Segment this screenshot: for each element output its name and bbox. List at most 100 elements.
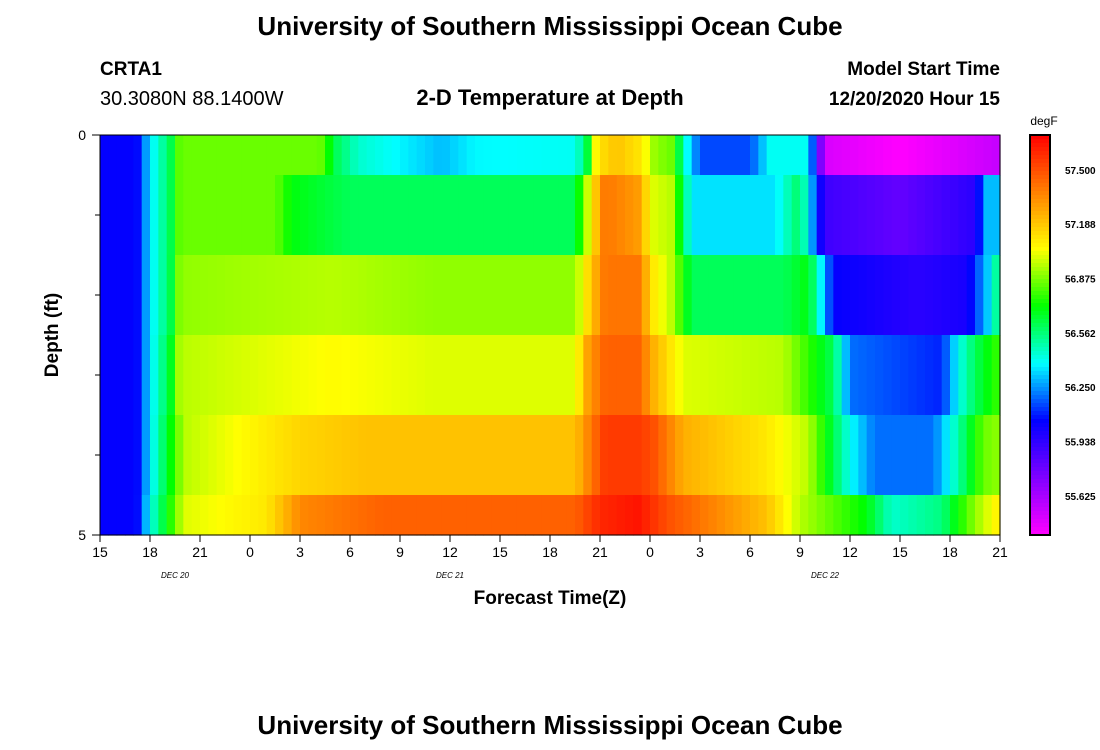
colorbar-swatch: [1030, 487, 1050, 492]
heatmap-cell: [975, 255, 984, 336]
heatmap-cell: [950, 255, 959, 336]
heatmap-cell: [691, 415, 701, 496]
heatmap-cell: [541, 175, 551, 256]
heatmap-cell: [158, 175, 168, 256]
heatmap-cell: [650, 175, 659, 256]
colorbar-swatch: [1030, 531, 1050, 536]
heatmap-cell: [225, 135, 234, 176]
colorbar-unit: degF: [1030, 114, 1057, 128]
heatmap-cell: [300, 415, 309, 496]
heatmap-cell: [658, 335, 668, 416]
heatmap-cell: [891, 335, 901, 416]
heatmap-cell: [958, 495, 968, 536]
heatmap-cell: [983, 335, 993, 416]
heatmap-cell: [150, 415, 159, 496]
heatmap-cell: [600, 335, 609, 416]
heatmap-cell: [716, 495, 726, 536]
heatmap-cell: [308, 255, 318, 336]
heatmap-cell: [441, 255, 451, 336]
heatmap-cell: [308, 335, 318, 416]
colorbar-tick-label: 57.500: [1065, 166, 1096, 177]
heatmap-cell: [566, 495, 576, 536]
heatmap-cell: [783, 255, 793, 336]
heatmap-cell: [675, 135, 684, 176]
heatmap-cell: [700, 135, 709, 176]
heatmap-cell: [891, 415, 901, 496]
heatmap-cell: [733, 495, 743, 536]
colorbar-swatch: [1030, 391, 1050, 396]
colorbar-swatch: [1030, 247, 1050, 252]
heatmap-cell: [575, 175, 584, 256]
heatmap-cell: [608, 255, 618, 336]
heatmap-cell: [900, 415, 909, 496]
heatmap-cell: [241, 175, 251, 256]
heatmap-cell: [491, 415, 501, 496]
heatmap-cell: [458, 135, 468, 176]
colorbar-swatch: [1030, 323, 1050, 328]
heatmap-cell: [641, 135, 651, 176]
heatmap-cell: [591, 175, 601, 256]
x-tick-label: 12: [842, 544, 858, 560]
heatmap-cell: [475, 415, 484, 496]
heatmap-cell: [933, 175, 943, 256]
colorbar-swatch: [1030, 151, 1050, 156]
heatmap-cell: [516, 175, 526, 256]
heatmap-cell: [850, 135, 859, 176]
heatmap-cell: [975, 135, 984, 176]
heatmap-cell: [466, 135, 476, 176]
colorbar-swatch: [1030, 315, 1050, 320]
heatmap-cell: [133, 255, 143, 336]
heatmap-cell: [475, 255, 484, 336]
heatmap-cell: [266, 175, 276, 256]
heatmap-cell: [558, 335, 568, 416]
heatmap-cell: [208, 415, 218, 496]
heatmap-cell: [625, 255, 634, 336]
heatmap-cell: [775, 415, 784, 496]
heatmap-cell: [616, 415, 626, 496]
heatmap-cell: [116, 255, 126, 336]
heatmap-cell: [783, 415, 793, 496]
heatmap-cell: [991, 255, 1001, 336]
heatmap-cell: [516, 135, 526, 176]
heatmap-cell: [866, 495, 876, 536]
heatmap-cell: [925, 175, 934, 256]
heatmap-cell: [383, 415, 393, 496]
colorbar-swatch: [1030, 523, 1050, 528]
heatmap-cell: [941, 135, 951, 176]
heatmap-cell: [866, 335, 876, 416]
x-tick-label: 3: [296, 544, 304, 560]
heatmap-cell: [333, 175, 343, 256]
colorbar-swatch: [1030, 527, 1050, 532]
colorbar-swatch: [1030, 395, 1050, 400]
heatmap-cell: [625, 335, 634, 416]
station-id: CRTA1: [100, 59, 162, 80]
heatmap-cell: [266, 415, 276, 496]
heatmap-cell: [341, 175, 351, 256]
heatmap-cell: [291, 495, 301, 536]
heatmap-cell: [350, 335, 359, 416]
heatmap-cell: [166, 335, 176, 416]
heatmap-cell: [108, 495, 118, 536]
x-tick-label: 3: [696, 544, 704, 560]
heatmap-cell: [500, 255, 509, 336]
heatmap-cell: [825, 255, 834, 336]
heatmap-cell: [925, 415, 934, 496]
heatmap-cell: [325, 175, 334, 256]
heatmap-cell: [583, 495, 593, 536]
heatmap-cell: [233, 175, 243, 256]
heatmap-cell: [150, 255, 159, 336]
heatmap-cell: [725, 335, 734, 416]
heatmap-cell: [816, 335, 826, 416]
x-axis: 15 18 21 0 3 6 9 12 15 18 21 0 3 6 9 12 15 18 21 DEC 20 DEC …: [92, 535, 1008, 580]
heatmap-cell: [833, 335, 843, 416]
heatmap-cell: [800, 415, 809, 496]
heatmap-cell: [975, 495, 984, 536]
heatmap-cell: [233, 255, 243, 336]
heatmap-cell: [183, 255, 193, 336]
colorbar-swatch: [1030, 335, 1050, 340]
colorbar-swatch: [1030, 419, 1050, 424]
heatmap-cell: [675, 415, 684, 496]
heatmap-cell: [975, 335, 984, 416]
heatmap-cell: [341, 335, 351, 416]
heatmap-cell: [750, 495, 759, 536]
